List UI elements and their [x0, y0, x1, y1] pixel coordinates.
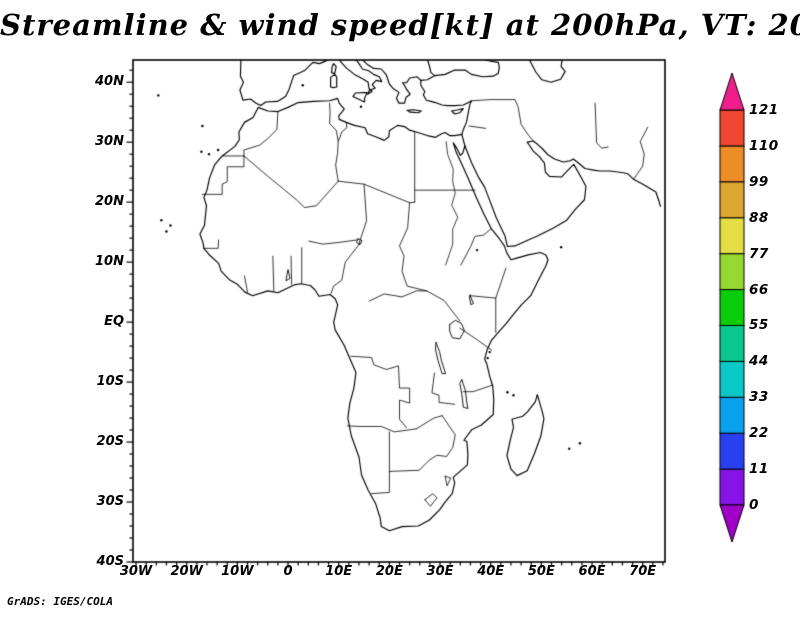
- y-tick-label-30N: 30N: [95, 134, 124, 150]
- chart-title: Streamline & wind speed[kt] at 200hPa, V…: [0, 8, 800, 42]
- credit-text: GrADS: IGES/COLA: [7, 595, 113, 608]
- x-tick-label-0: 0: [283, 564, 293, 579]
- colorbar-label-88: 88: [749, 209, 769, 226]
- colorbar-label-33: 33: [749, 389, 769, 406]
- y-tick-label-40S: 40S: [96, 554, 124, 569]
- colorbar-label-44: 44: [749, 353, 769, 370]
- x-tick-label-50E: 50E: [527, 564, 555, 579]
- x-tick-label-20E: 20E: [375, 564, 403, 579]
- y-tick-label-40N: 40N: [95, 74, 124, 90]
- colorbar-label-22: 22: [749, 425, 769, 442]
- y-tick-label-20N: 20N: [95, 194, 124, 210]
- colorbar-label-99: 99: [749, 173, 769, 190]
- x-tick-label-10E: 10E: [325, 564, 353, 579]
- colorbar-label-110: 110: [749, 137, 779, 154]
- y-tick-label-10N: 10N: [95, 254, 124, 270]
- x-tick-label-30W: 30W: [119, 564, 153, 579]
- colorbar-label-11: 11: [749, 461, 769, 478]
- x-tick-label-30E: 30E: [426, 564, 454, 579]
- colorbar-label-66: 66: [749, 281, 769, 298]
- colorbar-label-0: 0: [749, 497, 759, 513]
- x-tick-label-40E: 40E: [477, 564, 505, 579]
- colorbar-label-55: 55: [749, 317, 769, 334]
- x-tick-label-10W: 10W: [221, 564, 254, 579]
- y-tick-label-30S: 30S: [96, 494, 124, 510]
- x-tick-label-70E: 70E: [629, 564, 657, 579]
- colorbar-label-121: 121: [749, 102, 779, 118]
- y-tick-label-10S: 10S: [96, 374, 124, 390]
- colorbar-label-77: 77: [749, 245, 769, 262]
- x-tick-label-60E: 60E: [578, 564, 606, 579]
- x-tick-label-20W: 20W: [170, 564, 203, 579]
- y-tick-label-20S: 20S: [96, 434, 124, 450]
- y-tick-label-EQ: EQ: [104, 314, 124, 330]
